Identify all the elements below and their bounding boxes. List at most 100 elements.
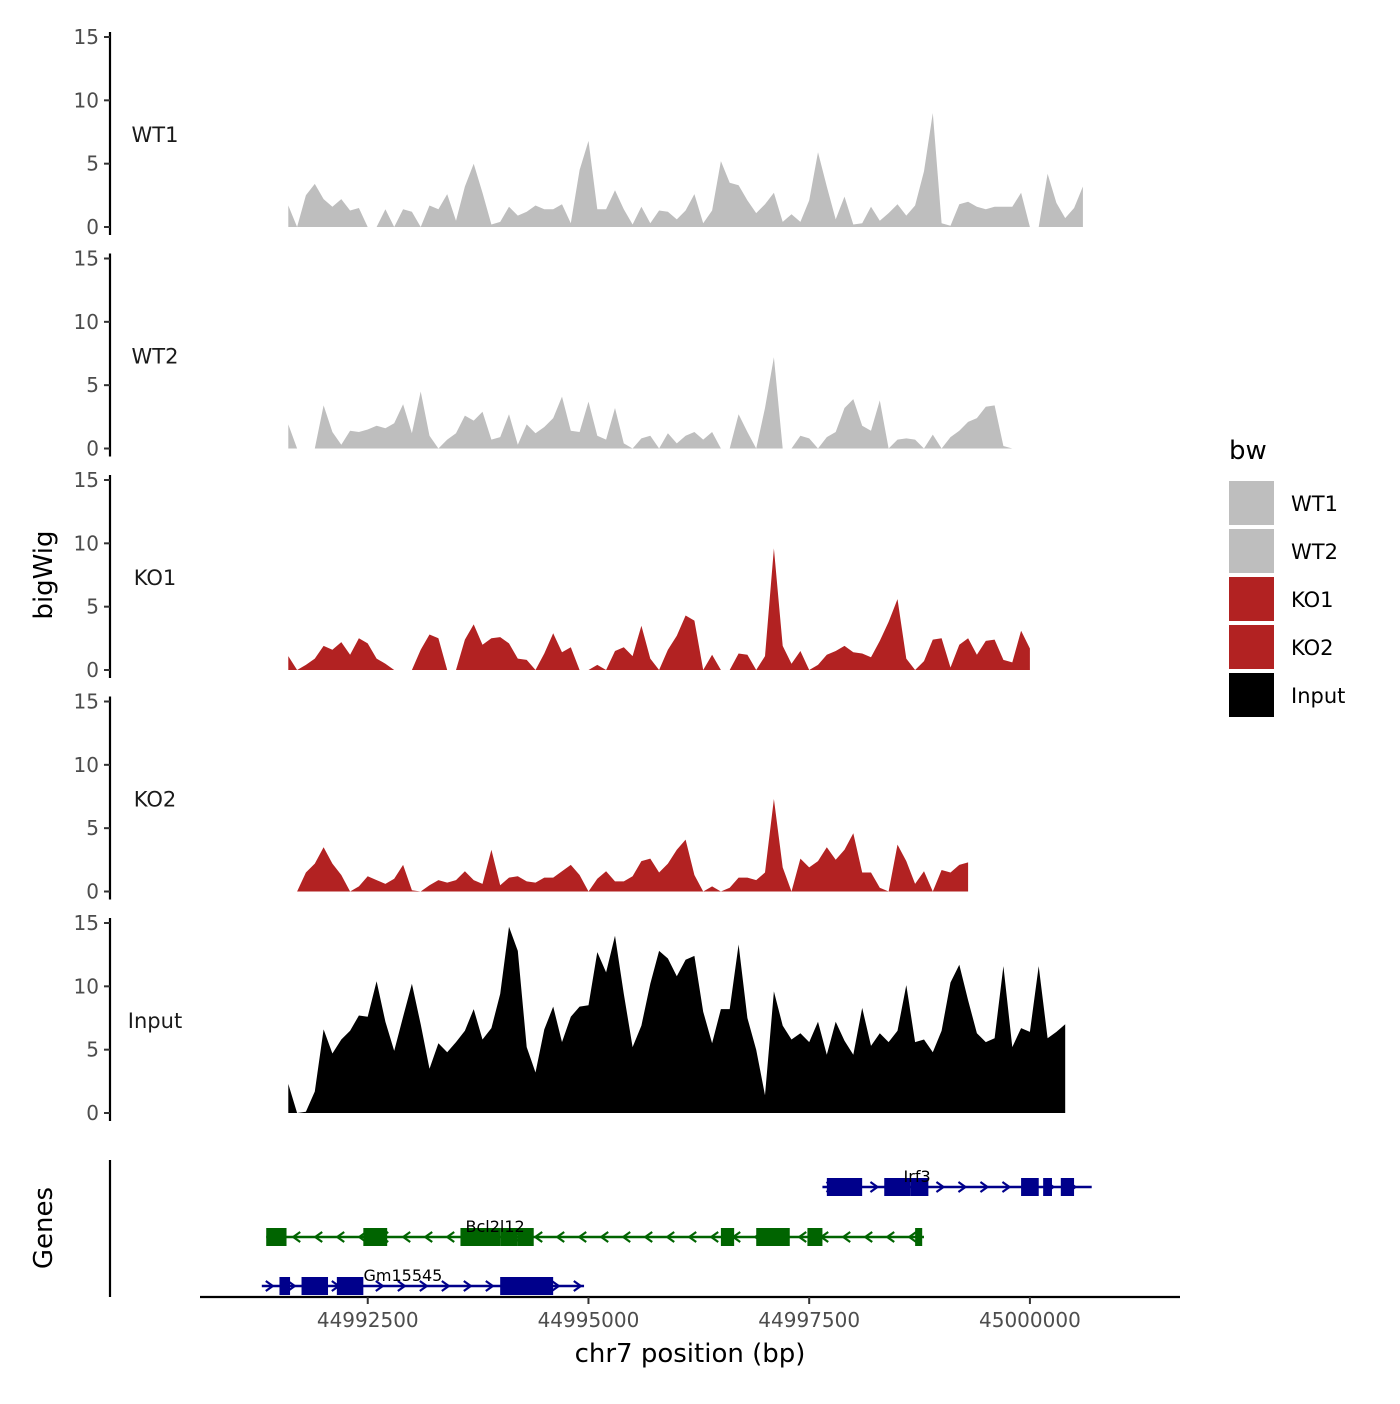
legend-label-ko2: KO2 (1291, 636, 1334, 660)
strand-arrow (265, 1280, 275, 1292)
gene-gm15545: Gm15545 (261, 1266, 585, 1295)
exon (1021, 1178, 1039, 1196)
x-axis-title: chr7 position (bp) (575, 1339, 806, 1369)
gene-label: Gm15545 (363, 1266, 442, 1285)
y-tick-label: 5 (86, 595, 99, 619)
strand-arrow (485, 1280, 495, 1292)
legend: bw WT1 WT2 KO1 KO2 Input (1229, 436, 1345, 717)
exon (336, 1277, 364, 1295)
strand-arrow (797, 1231, 807, 1243)
strand-arrow (445, 1231, 455, 1243)
strand-arrow (863, 1231, 873, 1243)
track-panel-wt2: 0 5 10 15 WT2 (74, 247, 1013, 461)
y-tick-label: 0 (86, 658, 99, 682)
legend-label-input: Input (1291, 684, 1345, 708)
x-tick-label: 44997500 (758, 1308, 860, 1332)
y-tick-label: 5 (86, 1038, 99, 1062)
y-tick-label: 5 (86, 152, 99, 176)
strand-arrow (555, 1231, 565, 1243)
strand-arrow (551, 1280, 561, 1292)
strand-arrow (577, 1231, 587, 1243)
exon (915, 1228, 923, 1246)
gene-panel: Irf3 Bcl2l12 Gm15545 (108, 1160, 1092, 1297)
track-panel-wt1: 0 5 10 15 WT1 (74, 25, 1083, 239)
legend-title: bw (1229, 436, 1267, 466)
strand-arrow (401, 1231, 411, 1243)
legend-key-wt1 (1229, 481, 1274, 525)
strand-arrow (419, 1280, 429, 1292)
gene-label: Bcl2l12 (465, 1217, 524, 1236)
exon (460, 1228, 501, 1246)
y-tick-label: 10 (74, 974, 99, 998)
track-panels: 0 5 10 15 WT1 0 5 10 15 WT2 0 5 10 15 KO1 0 5 10 15 KO2 0 5 10… (74, 25, 1083, 1125)
strand-arrow (375, 1280, 385, 1292)
legend-label-ko1: KO1 (1291, 588, 1334, 612)
exon (720, 1228, 735, 1246)
strand-arrow (643, 1231, 653, 1243)
strand-arrow (979, 1181, 990, 1193)
legend-label-wt1: WT1 (1291, 492, 1338, 516)
x-axis: 44992500 44995000 44997500 45000000 (200, 1295, 1180, 1332)
track-label-wt1: WT1 (132, 123, 179, 147)
x-tick-label: 44992500 (317, 1308, 419, 1332)
y-tick-label: 15 (74, 247, 99, 271)
strand-arrow (885, 1231, 895, 1243)
strand-arrow (441, 1280, 451, 1292)
exon (884, 1178, 911, 1196)
track-panel-ko2: 0 5 10 15 KO2 (74, 690, 969, 904)
track-panel-input: 0 5 10 15 Input (74, 911, 1066, 1125)
track-label-input: Input (128, 1009, 182, 1033)
legend-key-wt2 (1229, 529, 1274, 573)
strand-arrow (463, 1280, 473, 1292)
x-tick-label: 44995000 (538, 1308, 640, 1332)
strand-arrow (335, 1231, 345, 1243)
strand-arrow (423, 1231, 433, 1243)
strand-arrow (533, 1231, 543, 1243)
y-tick-label: 10 (74, 531, 99, 555)
gene-irf3: Irf3 (822, 1167, 1092, 1196)
y-tick-label: 0 (86, 1101, 99, 1125)
strand-arrow (397, 1280, 407, 1292)
area-ko1 (288, 548, 1030, 670)
legend-key-ko2 (1229, 625, 1274, 669)
strand-arrow (935, 1181, 946, 1193)
exon (1043, 1178, 1052, 1196)
legend-label-wt2: WT2 (1291, 540, 1338, 564)
y-tick-label: 10 (74, 88, 99, 112)
area-ko2 (288, 799, 969, 892)
genes-panel-title: Genes (29, 1187, 59, 1269)
exon (363, 1228, 388, 1246)
y-tick-label: 0 (86, 437, 99, 461)
exon (500, 1277, 554, 1295)
area-wt1 (288, 113, 1083, 227)
y-tick-label: 15 (74, 25, 99, 49)
y-axis-title: bigWig (29, 530, 59, 619)
strand-arrow (287, 1280, 297, 1292)
strand-arrow (841, 1231, 851, 1243)
exon (301, 1277, 329, 1295)
y-tick-label: 10 (74, 753, 99, 777)
exon (756, 1228, 790, 1246)
area-input (288, 926, 1066, 1113)
y-tick-label: 15 (74, 911, 99, 935)
exon (1060, 1178, 1075, 1196)
strand-arrow (957, 1181, 968, 1193)
area-wt2 (288, 357, 1013, 449)
strand-arrow (709, 1231, 719, 1243)
strand-arrow (869, 1181, 880, 1193)
track-label-ko2: KO2 (134, 788, 177, 812)
y-tick-label: 5 (86, 373, 99, 397)
strand-arrow (687, 1231, 697, 1243)
legend-key-ko1 (1229, 577, 1274, 621)
exon (517, 1228, 534, 1246)
strand-arrow (621, 1231, 631, 1243)
strand-arrow (665, 1231, 675, 1243)
track-panel-ko1: 0 5 10 15 KO1 (74, 468, 1030, 682)
gene-bcl2l12: Bcl2l12 (266, 1217, 924, 1246)
legend-key-input (1229, 673, 1274, 717)
y-tick-label: 5 (86, 816, 99, 840)
strand-arrow (573, 1280, 583, 1292)
track-label-ko1: KO1 (134, 566, 177, 590)
